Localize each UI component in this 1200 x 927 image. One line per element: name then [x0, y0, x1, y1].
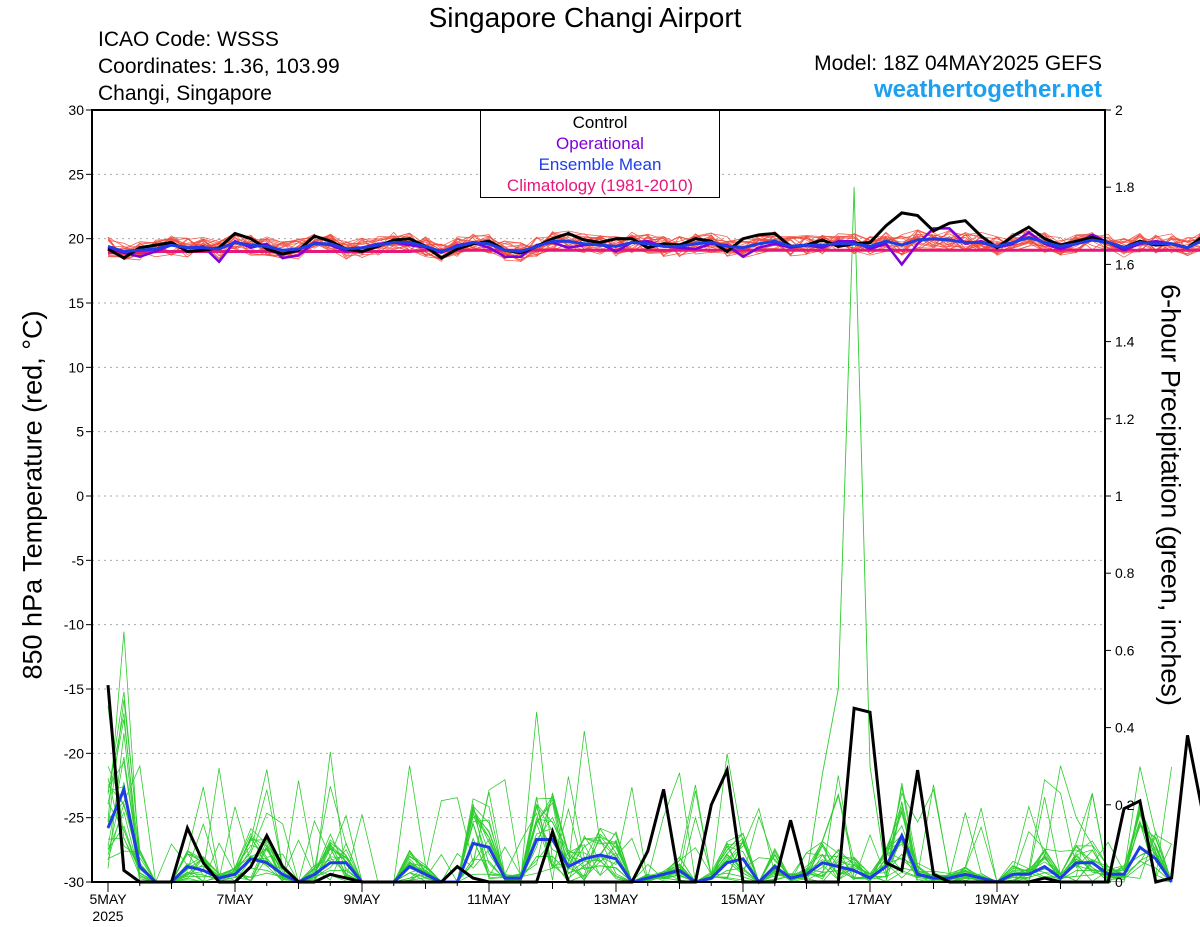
x-tick-label: 13MAY — [594, 891, 640, 907]
y-axis-right-label: 6-hour Precipitation (green, inches) — [1155, 284, 1186, 706]
left-tick-label: 5 — [76, 424, 84, 440]
right-tick-label: 0.6 — [1115, 642, 1135, 658]
x-tick-label: 7MAY — [216, 891, 254, 907]
ensemble-precip-member — [107, 711, 1172, 883]
y-axis-left-label: 850 hPa Temperature (red, °C) — [17, 310, 48, 680]
left-tick-label: 0 — [76, 488, 84, 504]
ensemble-precip-member — [107, 631, 1172, 883]
left-tick-label: -10 — [64, 617, 84, 633]
right-tick-label: 0.4 — [1115, 720, 1135, 736]
right-tick-label: 0 — [1115, 874, 1123, 890]
ensemble-temp-member — [107, 232, 1200, 257]
left-tick-label: -25 — [64, 810, 84, 826]
icao-code-label: ICAO Code: WSSS — [98, 28, 279, 51]
chart-title: Singapore Changi Airport — [428, 2, 742, 33]
ensemble-precip-member — [107, 713, 1172, 884]
ensemble-precip-member — [107, 699, 1172, 883]
right-tick-label: 1.6 — [1115, 256, 1135, 272]
ensemble-precip-member-outlier — [107, 187, 1172, 883]
left-tick-label: 30 — [68, 102, 84, 118]
right-tick-label: 2 — [1115, 102, 1123, 118]
left-tick-label: 10 — [68, 359, 84, 375]
ensemble-precip-members — [107, 187, 1172, 884]
x-tick-label: 11MAY — [467, 891, 511, 907]
x-tick-label: 19MAY — [975, 891, 1021, 907]
ensemble-precip-member — [107, 719, 1172, 883]
legend-entry-climatology-1981-2010: Climatology (1981-2010) — [506, 176, 694, 195]
ensemble-temp-member — [107, 229, 1200, 259]
site-credit-link[interactable]: weathertogether.net — [873, 76, 1102, 103]
right-tick-label: 1.8 — [1115, 179, 1135, 195]
legend-entry-operational: Operational — [556, 134, 644, 153]
left-tick-label: -20 — [64, 745, 84, 761]
right-tick-label: 0.2 — [1115, 797, 1135, 813]
x-tick-year-label: 2025 — [92, 908, 123, 924]
legend-entry-ensemble-mean: Ensemble Mean — [538, 155, 662, 174]
x-tick-label: 15MAY — [721, 891, 767, 907]
left-tick-label: -15 — [64, 681, 84, 697]
left-tick-label: -30 — [64, 874, 84, 890]
coordinates-label: Coordinates: 1.36, 103.99 — [98, 55, 340, 78]
grid-lines — [92, 173, 1105, 819]
left-tick-label: 15 — [68, 295, 84, 311]
ensemble-precip-member — [107, 691, 1172, 883]
left-axis-ticks: 30 25 20 15 10 5 0 -5 -10 -15 -20 -25 -30 — [64, 102, 92, 890]
right-tick-label: 1.2 — [1115, 411, 1135, 427]
left-tick-label: 20 — [68, 231, 84, 247]
location-label: Changi, Singapore — [98, 82, 272, 105]
mean-temp-line — [107, 235, 1200, 254]
right-tick-label: 1 — [1115, 488, 1123, 504]
model-run-label: Model: 18Z 04MAY2025 GEFS — [814, 52, 1102, 75]
left-tick-label: -5 — [72, 552, 85, 568]
right-tick-label: 1.4 — [1115, 334, 1135, 350]
x-tick-label: 17MAY — [848, 891, 894, 907]
right-tick-label: 0.8 — [1115, 565, 1135, 581]
highlight-series — [106, 211, 1200, 885]
chart-legend: Control Operational Ensemble Mean Climatolo… — [480, 110, 720, 198]
x-tick-label: 5MAY — [89, 891, 127, 907]
x-tick-label: 9MAY — [343, 891, 381, 907]
right-axis-ticks: 2 1.8 1.6 1.4 1.2 1 0.8 0.6 0.4 0.2 0 — [1105, 102, 1135, 890]
legend-entry-control: Control — [572, 113, 628, 132]
left-tick-label: 25 — [68, 166, 84, 182]
